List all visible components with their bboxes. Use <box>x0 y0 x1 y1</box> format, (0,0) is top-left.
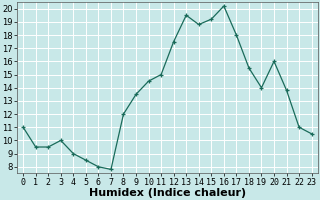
X-axis label: Humidex (Indice chaleur): Humidex (Indice chaleur) <box>89 188 246 198</box>
